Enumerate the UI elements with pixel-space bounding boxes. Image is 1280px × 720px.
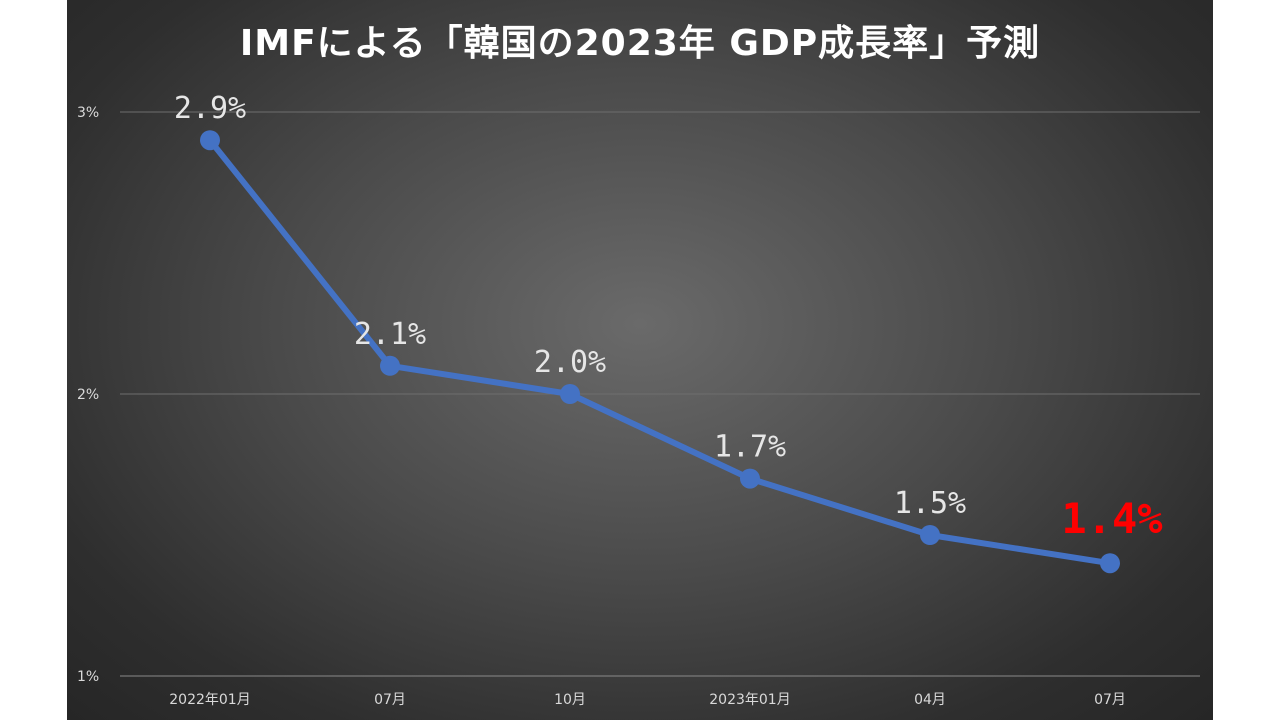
data-point bbox=[200, 130, 220, 151]
data-points bbox=[200, 130, 1120, 574]
y-tick-label: 2% bbox=[77, 387, 99, 403]
y-tick-label: 1% bbox=[77, 669, 99, 685]
x-axis-ticks: 2022年01月 07月 10月 2023年01月 04月 07月 bbox=[169, 692, 1126, 708]
data-label: 2.1% bbox=[354, 317, 426, 352]
data-point bbox=[560, 384, 580, 404]
y-axis-ticks: 1% 2% 3% bbox=[77, 105, 99, 685]
data-point bbox=[740, 468, 760, 489]
data-point bbox=[1100, 553, 1120, 574]
line-chart: 1% 2% 3% 2022年01月 07月 10月 2023年01月 04月 07月 2.9%… bbox=[77, 91, 1200, 708]
chart-panel: IMFによる「韓国の2023年 GDP成長率」予測 1% 2% 3% 2022年01… bbox=[67, 0, 1213, 720]
y-tick-label: 3% bbox=[77, 105, 99, 121]
data-point bbox=[380, 355, 400, 376]
gridlines bbox=[120, 111, 1200, 677]
x-tick-label: 10月 bbox=[554, 692, 586, 708]
data-labels: 2.9% 2.1% 2.0% 1.7% 1.5% 1.4% bbox=[174, 91, 1163, 543]
data-label: 2.0% bbox=[534, 345, 606, 380]
series-line-group bbox=[207, 137, 1113, 567]
x-tick-label: 2023年01月 bbox=[709, 692, 790, 708]
x-tick-label: 04月 bbox=[914, 692, 946, 708]
data-label: 1.5% bbox=[894, 486, 966, 521]
x-tick-label: 07月 bbox=[1094, 692, 1126, 708]
x-tick-label: 07月 bbox=[374, 692, 406, 708]
series-line bbox=[207, 137, 1113, 567]
data-point bbox=[920, 525, 940, 545]
chart-title: IMFによる「韓国の2023年 GDP成長率」予測 bbox=[239, 23, 1041, 64]
data-label: 1.7% bbox=[714, 430, 786, 465]
data-label: 1.4% bbox=[1061, 494, 1162, 543]
data-label: 2.9% bbox=[174, 91, 246, 126]
x-tick-label: 2022年01月 bbox=[169, 692, 250, 708]
